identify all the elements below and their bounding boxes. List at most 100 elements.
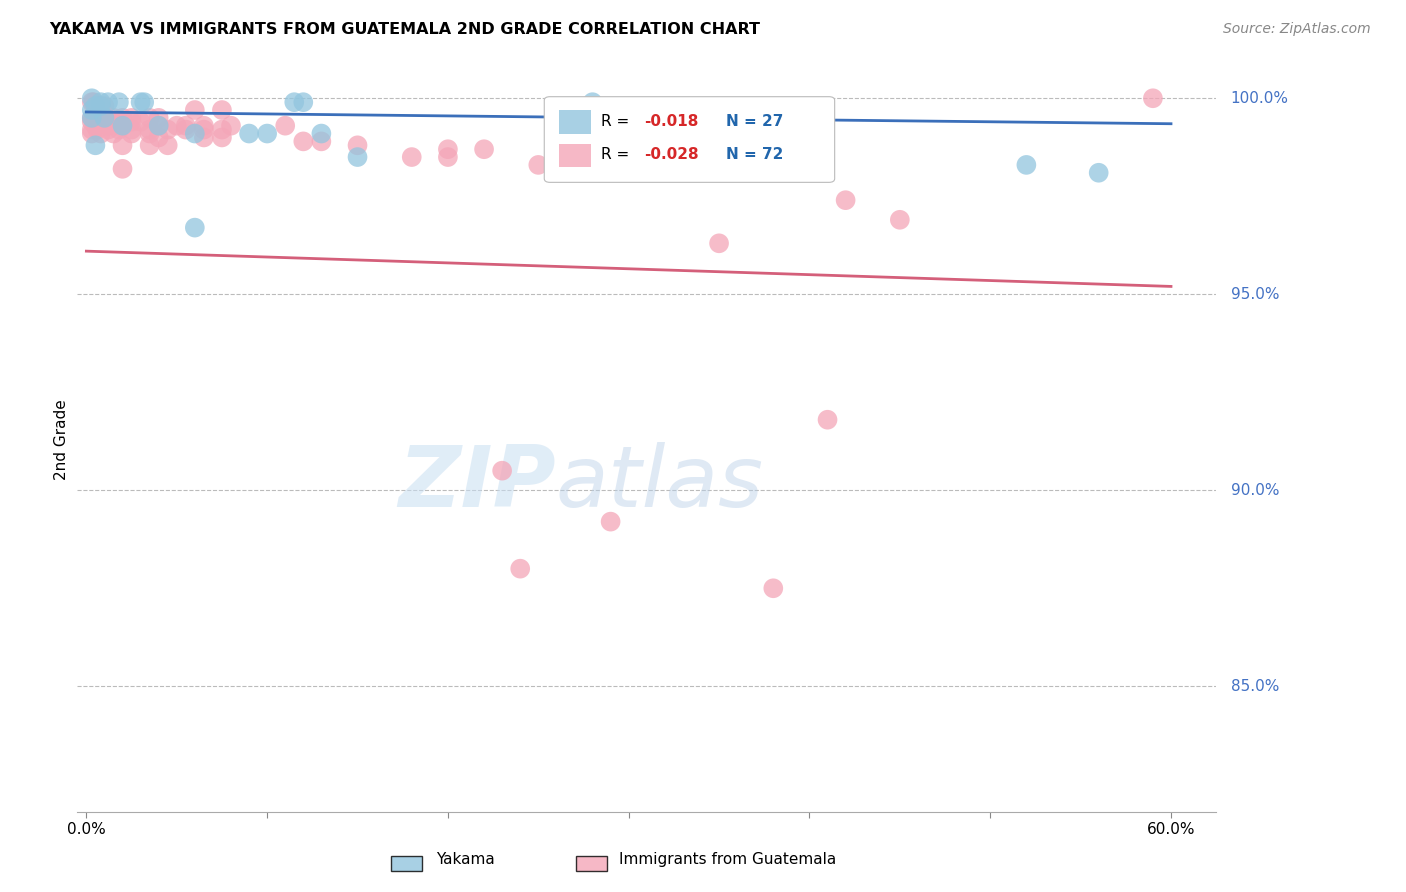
Text: Yakama: Yakama bbox=[436, 852, 495, 867]
Point bbox=[80, 115, 103, 129]
Point bbox=[84, 115, 107, 129]
Point bbox=[211, 130, 233, 145]
Point bbox=[283, 95, 305, 110]
Point bbox=[174, 122, 197, 136]
Text: R =: R = bbox=[602, 147, 634, 162]
Point bbox=[211, 122, 233, 136]
Point bbox=[1142, 91, 1164, 105]
FancyBboxPatch shape bbox=[544, 96, 835, 182]
Point bbox=[93, 111, 115, 125]
Point bbox=[97, 95, 120, 110]
Point bbox=[90, 115, 112, 129]
Point bbox=[148, 111, 170, 125]
Point bbox=[274, 119, 297, 133]
Point bbox=[90, 99, 112, 113]
Point bbox=[108, 115, 131, 129]
Point bbox=[311, 134, 333, 148]
Text: N = 72: N = 72 bbox=[727, 147, 785, 162]
Point bbox=[108, 119, 131, 133]
Point bbox=[138, 111, 160, 125]
Point bbox=[762, 122, 785, 136]
Point bbox=[138, 127, 160, 141]
Point bbox=[184, 127, 207, 141]
Point bbox=[103, 111, 125, 125]
Point bbox=[84, 99, 107, 113]
Point bbox=[80, 127, 103, 141]
Point bbox=[184, 103, 207, 117]
Point bbox=[509, 562, 531, 576]
Point bbox=[80, 103, 103, 117]
Point bbox=[834, 193, 856, 207]
Point bbox=[707, 236, 730, 251]
Text: 90.0%: 90.0% bbox=[1230, 483, 1279, 498]
Point bbox=[121, 122, 143, 136]
Text: atlas: atlas bbox=[555, 442, 763, 525]
Text: Source: ZipAtlas.com: Source: ZipAtlas.com bbox=[1223, 22, 1371, 37]
Text: 85.0%: 85.0% bbox=[1230, 679, 1279, 694]
Point bbox=[437, 150, 460, 164]
Point bbox=[174, 119, 197, 133]
Point bbox=[84, 119, 107, 133]
Point bbox=[725, 107, 748, 121]
Point bbox=[111, 119, 134, 133]
Point bbox=[121, 111, 143, 125]
Point bbox=[108, 122, 131, 136]
Text: 95.0%: 95.0% bbox=[1230, 286, 1279, 301]
Point bbox=[111, 111, 134, 125]
Point bbox=[138, 138, 160, 153]
Point bbox=[80, 91, 103, 105]
Point bbox=[184, 220, 207, 235]
Point bbox=[256, 127, 278, 141]
Point bbox=[1015, 158, 1038, 172]
Point bbox=[90, 127, 112, 141]
Point bbox=[129, 95, 152, 110]
Point bbox=[238, 127, 260, 141]
Text: -0.018: -0.018 bbox=[644, 114, 699, 128]
Point bbox=[211, 103, 233, 117]
Text: 100.0%: 100.0% bbox=[1230, 91, 1289, 106]
Point bbox=[148, 130, 170, 145]
Point bbox=[80, 95, 103, 110]
Point bbox=[1087, 166, 1109, 180]
Point bbox=[219, 119, 242, 133]
FancyBboxPatch shape bbox=[560, 144, 591, 168]
Point bbox=[111, 138, 134, 153]
Point bbox=[97, 119, 120, 133]
Point bbox=[527, 158, 550, 172]
Point bbox=[762, 581, 785, 595]
Point bbox=[292, 95, 315, 110]
Point bbox=[193, 122, 215, 136]
Point bbox=[437, 142, 460, 156]
Point bbox=[83, 95, 105, 110]
Text: YAKAMA VS IMMIGRANTS FROM GUATEMALA 2ND GRADE CORRELATION CHART: YAKAMA VS IMMIGRANTS FROM GUATEMALA 2ND … bbox=[49, 22, 761, 37]
Point bbox=[744, 107, 766, 121]
Point bbox=[103, 127, 125, 141]
Point bbox=[90, 99, 112, 113]
Point bbox=[491, 464, 513, 478]
Point bbox=[346, 150, 368, 164]
Point bbox=[80, 111, 103, 125]
Point bbox=[80, 122, 103, 136]
Point bbox=[80, 111, 103, 125]
Point bbox=[108, 95, 131, 110]
Point bbox=[472, 142, 495, 156]
Point bbox=[346, 138, 368, 153]
Point bbox=[156, 138, 179, 153]
FancyBboxPatch shape bbox=[560, 110, 591, 134]
Text: Immigrants from Guatemala: Immigrants from Guatemala bbox=[619, 852, 837, 867]
Point bbox=[581, 95, 603, 110]
Point bbox=[148, 119, 170, 133]
Point bbox=[148, 119, 170, 133]
Point bbox=[121, 115, 143, 129]
Point bbox=[93, 111, 115, 125]
Point bbox=[193, 119, 215, 133]
Text: N = 27: N = 27 bbox=[727, 114, 785, 128]
Point bbox=[193, 130, 215, 145]
Point bbox=[84, 138, 107, 153]
Point bbox=[138, 122, 160, 136]
Point bbox=[889, 212, 911, 227]
Point bbox=[401, 150, 423, 164]
Point bbox=[97, 115, 120, 129]
Point bbox=[121, 127, 143, 141]
Point bbox=[134, 95, 156, 110]
